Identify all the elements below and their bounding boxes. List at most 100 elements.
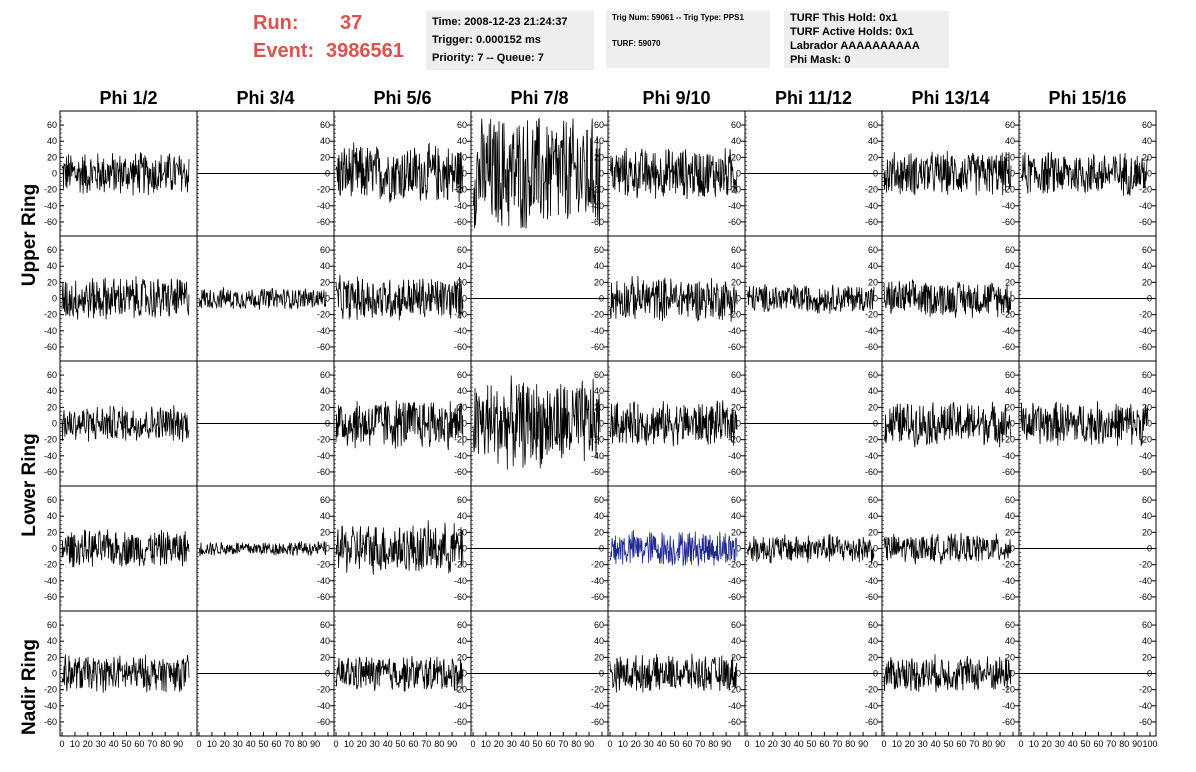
x-tick-label: 80	[571, 739, 581, 749]
y-tick-label: 40	[731, 386, 741, 396]
y-tick-label: 20	[320, 152, 330, 162]
y-tick-label: 20	[457, 277, 467, 287]
y-tick-label: -20	[317, 435, 330, 445]
x-tick-label: 10	[70, 739, 80, 749]
waveform-trace	[61, 152, 190, 196]
y-tick-label: 20	[868, 652, 878, 662]
y-tick-label: -20	[1139, 310, 1152, 320]
x-tick-label: 0	[470, 739, 475, 749]
x-tick-label: 80	[160, 739, 170, 749]
event-value: 3986561	[326, 40, 404, 62]
waveform-trace	[1020, 401, 1149, 447]
y-tick-label: -20	[728, 435, 741, 445]
waveform-trace	[335, 142, 464, 203]
x-tick-label: 80	[297, 739, 307, 749]
waveform-trace	[335, 520, 464, 575]
y-tick-label: 0	[1010, 169, 1015, 179]
x-tick-label: 30	[370, 739, 380, 749]
y-tick-label: 20	[1142, 277, 1152, 287]
y-tick-label: -60	[728, 217, 741, 227]
y-tick-label: -40	[1002, 451, 1015, 461]
y-tick-label: 60	[457, 245, 467, 255]
x-tick-label: 50	[943, 739, 953, 749]
y-tick-label: 0	[1147, 169, 1152, 179]
waveform-trace	[198, 541, 327, 557]
y-tick-label: 60	[594, 370, 604, 380]
y-tick-label: -40	[317, 451, 330, 461]
phi-mask-text: Phi Mask: 0	[790, 54, 851, 66]
y-tick-label: 40	[1005, 636, 1015, 646]
y-tick-label: 20	[731, 277, 741, 287]
x-tick-label: 0	[881, 739, 886, 749]
x-tick-label: 60	[545, 739, 555, 749]
y-tick-label: -20	[591, 435, 604, 445]
y-tick-label: 60	[47, 370, 57, 380]
x-tick-label: 0	[333, 739, 338, 749]
y-tick-label: -60	[454, 217, 467, 227]
active-holds-text: TURF Active Holds: 0x1	[790, 26, 914, 38]
column-header-phi-9-10: Phi 9/10	[642, 88, 711, 108]
y-tick-label: 20	[1142, 652, 1152, 662]
y-tick-label: -60	[1139, 592, 1152, 602]
y-tick-label: 60	[320, 245, 330, 255]
y-tick-label: 40	[868, 636, 878, 646]
waveform-trace	[609, 529, 738, 567]
x-tick-label: 50	[669, 739, 679, 749]
y-tick-label: 20	[47, 652, 57, 662]
y-tick-label: -20	[454, 560, 467, 570]
y-tick-label: 20	[868, 152, 878, 162]
waveform-trace	[883, 532, 1012, 565]
y-tick-label: -20	[865, 685, 878, 695]
y-tick-label: -20	[44, 310, 57, 320]
x-tick-label: 30	[507, 739, 517, 749]
column-header-phi-15-16: Phi 15/16	[1048, 88, 1127, 108]
column-header-phi-11-12: Phi 11/12	[774, 88, 853, 108]
y-tick-label: 60	[1005, 370, 1015, 380]
y-tick-label: -40	[454, 576, 467, 586]
waveform-trace	[472, 375, 601, 470]
y-tick-label: -20	[317, 310, 330, 320]
waveform-trace	[335, 400, 464, 450]
waveform-trace	[61, 529, 190, 568]
y-tick-label: 20	[731, 652, 741, 662]
y-tick-label: 60	[457, 495, 467, 505]
y-tick-label: -40	[865, 451, 878, 461]
x-tick-label: 30	[918, 739, 928, 749]
x-tick-label: 90	[173, 739, 183, 749]
x-tick-label: 20	[768, 739, 778, 749]
y-tick-label: -40	[1139, 451, 1152, 461]
y-tick-label: -40	[1002, 576, 1015, 586]
y-tick-label: -60	[1139, 342, 1152, 352]
x-tick-label: 90	[858, 739, 868, 749]
y-tick-label: 60	[1005, 495, 1015, 505]
y-tick-label: 0	[736, 419, 741, 429]
column-header-phi-3-4: Phi 3/4	[236, 88, 295, 108]
x-tick-label: 60	[408, 739, 418, 749]
x-tick-label: 70	[421, 739, 431, 749]
x-tick-label: 0	[1018, 739, 1023, 749]
x-tick-label: 20	[1042, 739, 1052, 749]
y-tick-label: 60	[320, 120, 330, 130]
y-tick-label: -20	[728, 685, 741, 695]
column-header-phi-1-2: Phi 1/2	[99, 88, 158, 108]
time-text: Time: 2008-12-23 21:24:37	[432, 16, 568, 28]
y-tick-label: -20	[865, 560, 878, 570]
y-tick-label: -40	[865, 201, 878, 211]
y-tick-label: 40	[47, 511, 57, 521]
y-tick-label: -40	[591, 576, 604, 586]
waveform-trace	[609, 275, 738, 322]
y-tick-label: 20	[594, 652, 604, 662]
y-tick-label: 20	[868, 527, 878, 537]
y-tick-label: -40	[1139, 701, 1152, 711]
y-tick-label: -60	[44, 217, 57, 227]
y-tick-label: 0	[1147, 419, 1152, 429]
y-tick-label: -60	[454, 717, 467, 727]
y-tick-label: 0	[462, 294, 467, 304]
x-tick-label: 50	[1080, 739, 1090, 749]
y-tick-label: 40	[1142, 511, 1152, 521]
y-tick-label: 40	[594, 261, 604, 271]
x-tick-label: 50	[532, 739, 542, 749]
y-tick-label: 40	[320, 261, 330, 271]
y-tick-label: 0	[873, 544, 878, 554]
